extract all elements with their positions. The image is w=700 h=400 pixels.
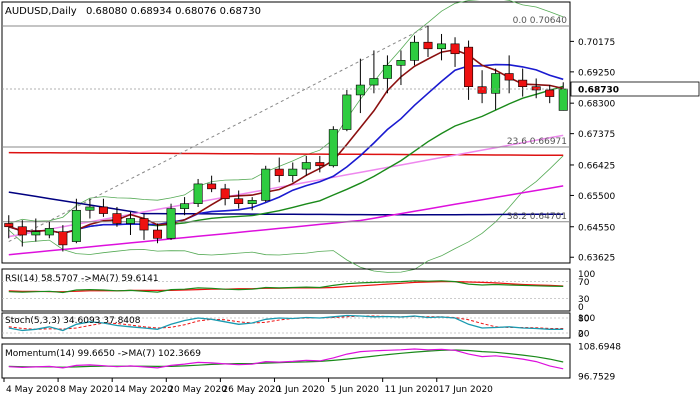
fib-level-label: 0.0 0.70640 (513, 16, 568, 26)
candle-bearish (4, 223, 14, 228)
price-tick-label: 0.70175 (578, 38, 615, 48)
momentum-tick-label: 96.7529 (578, 373, 615, 383)
rsi-line (8, 280, 564, 294)
candle-bullish (71, 209, 81, 242)
candle-bearish (234, 198, 244, 204)
momentum-line (8, 348, 564, 370)
last-price-label: 0.68730 (578, 86, 619, 96)
stoch-frame (1, 312, 571, 339)
candle-bullish (396, 60, 406, 66)
bollinger-lower (8, 155, 564, 273)
candle-bearish (98, 206, 108, 214)
candle-bullish (85, 206, 95, 211)
ohlc-readout: 0.68080 0.68934 0.68076 0.68730 (86, 6, 261, 17)
momentum-tick-label: 108.6948 (578, 343, 621, 353)
candle-bearish (112, 213, 122, 224)
candle-bullish (328, 129, 338, 167)
stoch-main-line (8, 314, 564, 332)
x-tick-label: 11 Jun 2020 (385, 385, 439, 395)
price-tick-label: 0.66425 (578, 161, 615, 171)
bollinger-upper (8, 0, 564, 224)
candle-bearish (58, 231, 68, 246)
candle-bullish (382, 64, 392, 79)
candle-bullish (288, 168, 298, 176)
price-tick-label: 0.64550 (578, 223, 615, 233)
momentum-pane: 108.6948 96.7529 (1, 343, 621, 383)
candle-bullish (301, 162, 311, 170)
candle-bullish (125, 218, 135, 224)
x-tick-label: 17 Jun 2020 (439, 385, 493, 395)
x-tick-label: 14 May 2020 (114, 385, 173, 395)
candle-bullish (342, 94, 352, 130)
price-tick-label: 0.63625 (578, 254, 615, 264)
main-price-pane: 0.70175 0.69250 0.68300 0.67375 0.66425 0.655… (1, 0, 700, 273)
price-tick-label: 0.65500 (578, 192, 615, 202)
x-tick-label: 26 May 2020 (222, 385, 281, 395)
x-tick-label: 1 Jun 2020 (276, 385, 325, 395)
candle-bullish (193, 183, 203, 204)
candle-bullish (31, 231, 41, 236)
price-tick-label: 0.67375 (578, 130, 615, 140)
ma-red-flat (8, 151, 564, 157)
stoch-tick-label: 80 (578, 315, 590, 325)
last-price-box (570, 81, 700, 97)
candle-bearish (545, 89, 555, 97)
candle-bullish (261, 168, 271, 201)
candle-bearish (531, 86, 541, 91)
candle-bullish (491, 73, 501, 94)
candle-bullish (369, 78, 379, 86)
candle-bearish (464, 46, 474, 87)
candle-bearish (477, 86, 487, 94)
candle-bearish (207, 183, 217, 190)
rsi-tick-label: 70 (578, 278, 590, 288)
x-tick-label: 5 Jun 2020 (331, 385, 380, 395)
x-tick-label: 4 May 2020 (6, 385, 59, 395)
candle-bearish (504, 73, 514, 81)
momentum-frame (1, 343, 571, 379)
rsi-tick-label: 100 (578, 270, 595, 280)
fib-level-label: 38.2 0.64701 (507, 212, 567, 222)
candle-bullish (355, 84, 365, 96)
chart-title: AUDUSD,Daily (5, 6, 77, 17)
candle-bullish (166, 208, 176, 239)
candle-bearish (315, 162, 325, 167)
ma-magenta (8, 185, 564, 256)
x-tick-label: 20 May 2020 (168, 385, 227, 395)
candle-bearish (139, 218, 149, 231)
price-tick-label: 0.68300 (578, 100, 615, 110)
candle-bullish (409, 41, 419, 61)
candle-bearish (518, 79, 528, 87)
candle-bearish (153, 229, 163, 239)
candle-bearish (17, 226, 27, 236)
stoch-tick-label: 0 (578, 330, 584, 340)
candle-bullish (44, 228, 54, 236)
stoch-tick-label: 100 (578, 314, 595, 324)
candle-bearish (450, 43, 460, 55)
rsi-tick-label: 30 (578, 295, 590, 305)
x-tick-label: 8 May 2020 (60, 385, 113, 395)
price-tick-label: 0.69250 (578, 68, 615, 78)
candle-bullish (180, 203, 190, 209)
fib-level-label: 23.6 0.66971 (507, 137, 567, 147)
candle-bullish (437, 43, 447, 50)
candle-bullish (558, 88, 568, 111)
candle-bearish (220, 188, 230, 200)
candle-bullish (247, 200, 257, 204)
rsi-frame (1, 268, 571, 312)
rsi-tick-label: 0 (578, 303, 584, 313)
candle-bearish (423, 41, 433, 50)
candle-bearish (274, 168, 284, 176)
momentum-label: Momentum(14) 99.6650 ->MA(7) 102.3669 (5, 349, 201, 359)
stoch-label: Stoch(5,3,3) 34.6093 37.8408 (5, 316, 141, 326)
fib-trendline (8, 25, 429, 243)
rsi-label: RSI(14) 58.5707 ->MA(7) 59.6141 (5, 274, 159, 284)
main-frame (1, 1, 571, 264)
stoch-tick-label: 20 (578, 330, 590, 340)
